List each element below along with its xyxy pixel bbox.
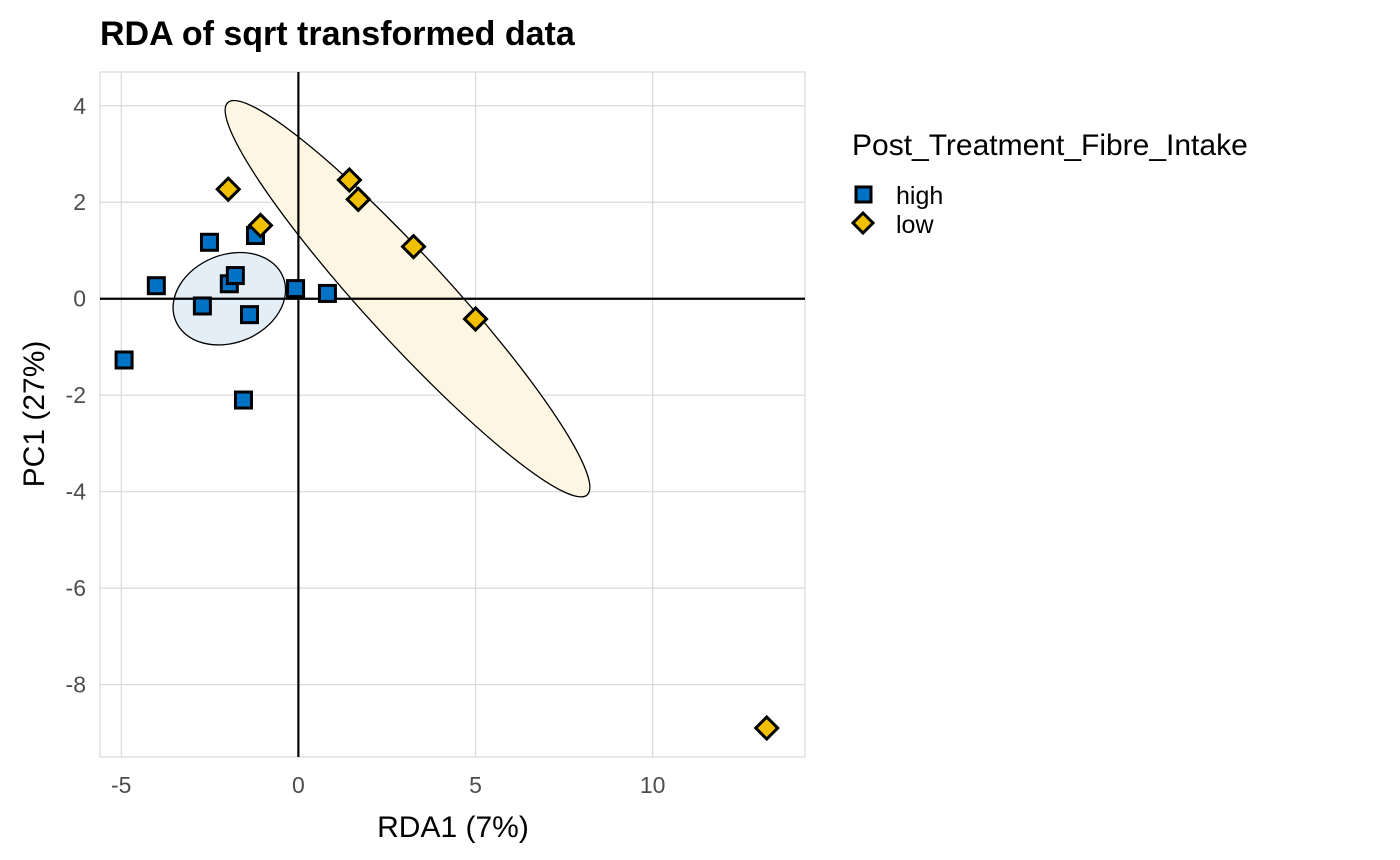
point-high: [240, 305, 260, 325]
point-high: [192, 296, 212, 316]
x-tick-label: -5: [111, 772, 131, 798]
point-high: [114, 350, 134, 370]
y-tick-label: -6: [66, 575, 86, 601]
point-high: [233, 390, 253, 410]
y-tick-label: -2: [66, 382, 86, 408]
x-axis-label: RDA1 (7%): [377, 811, 529, 844]
legend-label-low: low: [896, 211, 934, 239]
point-low: [462, 305, 489, 333]
legend-label-high: high: [896, 182, 943, 210]
y-tick-label: 0: [73, 286, 86, 312]
panel-border: [99, 71, 806, 758]
legend-square-icon: [854, 185, 873, 204]
x-tick-label: 0: [292, 772, 305, 798]
chart-title: RDA of sqrt transformed data: [100, 15, 576, 53]
legend-title: Post_Treatment_Fibre_Intake: [852, 129, 1248, 162]
y-tick-label: 2: [73, 189, 86, 215]
point-low: [215, 176, 242, 203]
point-low: [247, 212, 274, 239]
point-high: [225, 266, 245, 286]
x-tick-label: 5: [469, 772, 482, 798]
x-tick-label: 10: [640, 772, 666, 798]
tick-labels: -5 0 5 10 4 2 0 -2 -4 -6 -8: [66, 93, 666, 798]
point-high: [286, 279, 306, 299]
point-high: [199, 232, 219, 252]
y-tick-label: 4: [73, 93, 86, 119]
y-tick-label: -4: [66, 479, 87, 505]
legend: Post_Treatment_Fibre_Intake high low: [850, 129, 1248, 239]
point-low: [753, 714, 780, 742]
point-low: [345, 186, 372, 213]
legend-diamond-icon: [850, 210, 876, 236]
point-high: [317, 283, 337, 303]
y-axis-label: PC1 (27%): [18, 341, 51, 488]
point-low: [400, 233, 427, 260]
y-tick-label: -8: [66, 672, 86, 698]
reference-lines: [100, 72, 805, 757]
point-high: [146, 276, 166, 296]
grid: [99, 71, 806, 758]
data-points: [114, 166, 780, 742]
point-low: [336, 166, 363, 194]
